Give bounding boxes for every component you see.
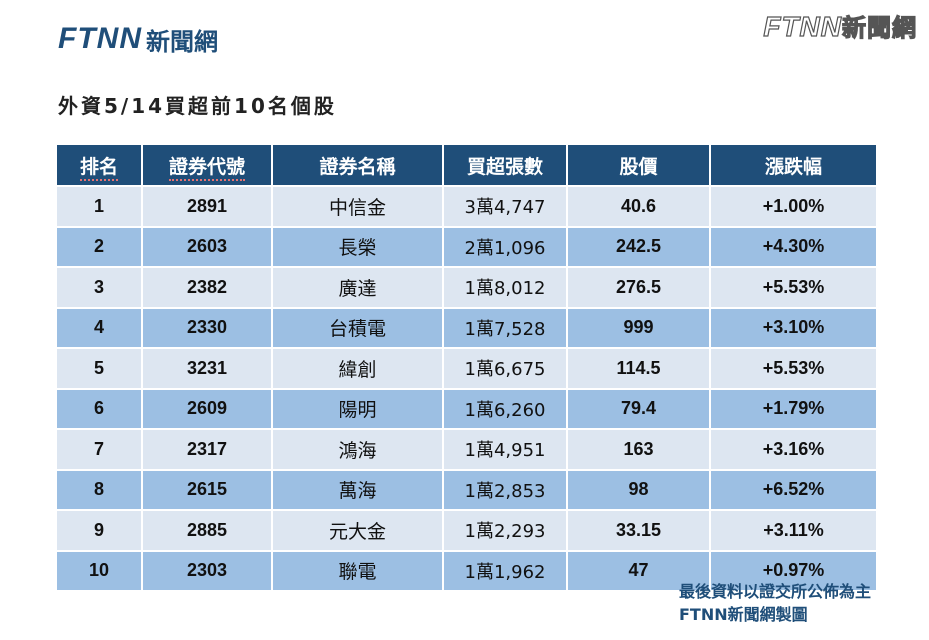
cell-rank: 5 <box>57 348 143 390</box>
cell-name: 中信金 <box>272 186 444 228</box>
cell-rank: 10 <box>57 550 143 592</box>
cell-change: +5.53% <box>710 348 876 390</box>
cell-rank: 1 <box>57 186 143 228</box>
table-body: 1 2891 中信金 3萬4,747 40.6 +1.00% 2 2603 長榮 2萬1,096 2… <box>57 186 876 592</box>
ftnn-logo: FTNN 新聞網 <box>58 22 218 56</box>
logo-brand: FTNN <box>58 22 142 55</box>
logo-name: 新聞網 <box>145 27 218 56</box>
cell-rank: 3 <box>57 267 143 309</box>
cell-net-buy: 3萬4,747 <box>443 186 568 228</box>
cell-code: 3231 <box>142 348 273 390</box>
cell-change: +5.53% <box>710 267 876 309</box>
cell-change: +6.52% <box>710 469 876 511</box>
cell-name: 陽明 <box>272 388 444 430</box>
table-row: 10 2303 聯電 1萬1,962 47 +0.97% <box>57 550 876 592</box>
cell-net-buy: 1萬7,528 <box>443 307 568 349</box>
table-row: 6 2609 陽明 1萬6,260 79.4 +1.79% <box>57 388 876 430</box>
cell-price: 114.5 <box>567 348 711 390</box>
cell-name: 萬海 <box>272 469 444 511</box>
table-row: 3 2382 廣達 1萬8,012 276.5 +5.53% <box>57 267 876 309</box>
header-net-buy: 買超張數 <box>443 145 568 187</box>
cell-net-buy: 1萬2,853 <box>443 469 568 511</box>
cell-rank: 9 <box>57 510 143 552</box>
cell-code: 2615 <box>142 469 273 511</box>
footnote-credit: FTNN新聞網製圖 <box>678 605 808 624</box>
cell-net-buy: 1萬6,260 <box>443 388 568 430</box>
cell-name: 緯創 <box>272 348 444 390</box>
cell-net-buy: 1萬6,675 <box>443 348 568 390</box>
table-row: 7 2317 鴻海 1萬4,951 163 +3.16% <box>57 429 876 471</box>
cell-price: 163 <box>567 429 711 471</box>
cell-change: +3.10% <box>710 307 876 349</box>
table-row: 5 3231 緯創 1萬6,675 114.5 +5.53% <box>57 348 876 390</box>
cell-net-buy: 1萬2,293 <box>443 510 568 552</box>
cell-rank: 4 <box>57 307 143 349</box>
cell-change: +3.16% <box>710 429 876 471</box>
cell-change: +1.00% <box>710 186 876 228</box>
cell-code: 2382 <box>142 267 273 309</box>
cell-price: 33.15 <box>567 510 711 552</box>
ftnn-watermark: FTNN新聞網 <box>763 8 917 43</box>
cell-price: 47 <box>567 550 711 592</box>
cell-net-buy: 1萬8,012 <box>443 267 568 309</box>
cell-rank: 2 <box>57 226 143 268</box>
cell-change: +1.79% <box>710 388 876 430</box>
cell-price: 98 <box>567 469 711 511</box>
table-row: 9 2885 元大金 1萬2,293 33.15 +3.11% <box>57 510 876 552</box>
footnote: 最後資料以證交所公佈為主 FTNN新聞網製圖 <box>679 580 871 626</box>
cell-change: +3.11% <box>710 510 876 552</box>
cell-price: 276.5 <box>567 267 711 309</box>
cell-change: +4.30% <box>710 226 876 268</box>
cell-name: 元大金 <box>272 510 444 552</box>
cell-name: 台積電 <box>272 307 444 349</box>
cell-price: 40.6 <box>567 186 711 228</box>
header-change: 漲跌幅 <box>710 145 876 187</box>
cell-code: 2885 <box>142 510 273 552</box>
header-code: 證券代號 <box>142 145 273 187</box>
page-title: 外資5/14買超前10名個股 <box>58 94 337 118</box>
cell-name: 廣達 <box>272 267 444 309</box>
cell-net-buy: 1萬1,962 <box>443 550 568 592</box>
header-price: 股價 <box>567 145 711 187</box>
cell-price: 999 <box>567 307 711 349</box>
table-row: 2 2603 長榮 2萬1,096 242.5 +4.30% <box>57 226 876 268</box>
cell-name: 長榮 <box>272 226 444 268</box>
cell-rank: 8 <box>57 469 143 511</box>
cell-name: 鴻海 <box>272 429 444 471</box>
cell-rank: 6 <box>57 388 143 430</box>
cell-rank: 7 <box>57 429 143 471</box>
table-row: 1 2891 中信金 3萬4,747 40.6 +1.00% <box>57 186 876 228</box>
cell-code: 2303 <box>142 550 273 592</box>
cell-code: 2891 <box>142 186 273 228</box>
header-rank: 排名 <box>57 145 143 187</box>
cell-net-buy: 1萬4,951 <box>443 429 568 471</box>
footnote-source: 最後資料以證交所公佈為主 <box>678 582 871 601</box>
cell-price: 79.4 <box>567 388 711 430</box>
cell-code: 2609 <box>142 388 273 430</box>
cell-name: 聯電 <box>272 550 444 592</box>
table-header-row: 排名 證券代號 證券名稱 買超張數 股價 漲跌幅 <box>57 145 876 187</box>
cell-change: +0.97% <box>710 550 876 592</box>
watermark-name: 新聞網 <box>841 13 917 42</box>
table-row: 4 2330 台積電 1萬7,528 999 +3.10% <box>57 307 876 349</box>
cell-code: 2603 <box>142 226 273 268</box>
cell-code: 2317 <box>142 429 273 471</box>
cell-price: 242.5 <box>567 226 711 268</box>
watermark-brand: FTNN <box>763 10 842 42</box>
cell-code: 2330 <box>142 307 273 349</box>
stock-table: 排名 證券代號 證券名稱 買超張數 股價 漲跌幅 1 2891 中信金 3萬4,747… <box>57 145 876 592</box>
table-row: 8 2615 萬海 1萬2,853 98 +6.52% <box>57 469 876 511</box>
cell-net-buy: 2萬1,096 <box>443 226 568 268</box>
header-name: 證券名稱 <box>272 145 444 187</box>
